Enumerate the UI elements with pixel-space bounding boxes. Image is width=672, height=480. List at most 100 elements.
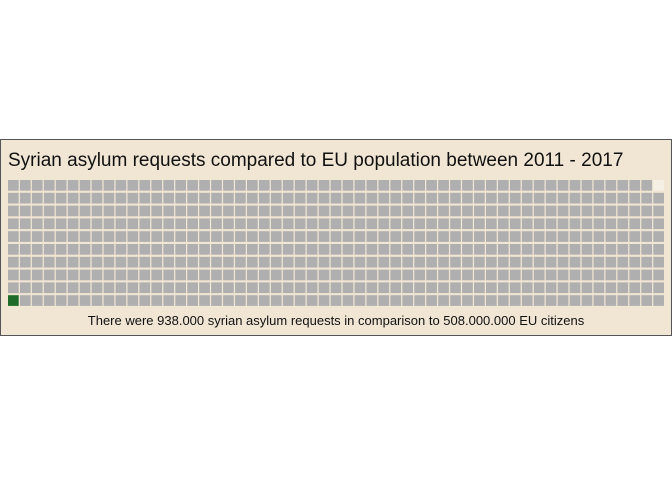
- eu-citizen-square: [211, 256, 222, 268]
- eu-citizen-square: [43, 180, 55, 191]
- eu-citizen-square: [31, 231, 43, 242]
- eu-citizen-square: [497, 295, 509, 306]
- eu-citizen-square: [67, 192, 79, 204]
- eu-citizen-square: [521, 295, 533, 306]
- eu-citizen-square: [187, 180, 198, 191]
- eu-citizen-square: [557, 282, 569, 294]
- eu-citizen-square: [127, 231, 139, 242]
- eu-citizen-square: [617, 180, 629, 191]
- eu-citizen-square: [569, 192, 581, 204]
- eu-citizen-square: [402, 192, 414, 204]
- eu-citizen-square: [629, 295, 641, 306]
- eu-citizen-square: [187, 282, 198, 294]
- eu-citizen-square: [306, 269, 318, 281]
- eu-citizen-square: [199, 205, 210, 217]
- eu-citizen-square: [378, 282, 390, 294]
- eu-citizen-square: [342, 244, 354, 255]
- eu-citizen-square: [43, 205, 55, 217]
- eu-citizen-square: [270, 180, 282, 191]
- eu-citizen-square: [151, 282, 163, 294]
- eu-citizen-square: [426, 244, 437, 255]
- eu-citizen-square: [103, 269, 115, 281]
- eu-citizen-square: [402, 244, 414, 255]
- eu-citizen-square: [19, 205, 31, 217]
- eu-citizen-square: [545, 295, 557, 306]
- eu-citizen-square: [486, 180, 497, 191]
- eu-citizen-square: [223, 205, 234, 217]
- eu-citizen-square: [294, 256, 306, 268]
- eu-citizen-square: [378, 295, 390, 306]
- eu-citizen-square: [55, 231, 67, 242]
- eu-citizen-square: [617, 269, 629, 281]
- eu-citizen-square: [91, 269, 103, 281]
- eu-citizen-square: [390, 244, 402, 255]
- eu-citizen-square: [175, 218, 186, 230]
- eu-citizen-square: [115, 256, 127, 268]
- eu-citizen-square: [557, 295, 569, 306]
- eu-citizen-square: [211, 205, 222, 217]
- eu-citizen-square: [163, 282, 175, 294]
- eu-citizen-square: [55, 218, 67, 230]
- eu-citizen-square: [294, 244, 306, 255]
- eu-citizen-square: [79, 244, 91, 255]
- eu-citizen-square: [426, 269, 437, 281]
- eu-citizen-square: [605, 244, 617, 255]
- eu-citizen-square: [67, 282, 79, 294]
- eu-citizen-square: [593, 256, 605, 268]
- eu-citizen-square: [258, 192, 270, 204]
- eu-citizen-square: [474, 231, 485, 242]
- eu-citizen-square: [235, 256, 246, 268]
- eu-citizen-square: [414, 180, 425, 191]
- eu-citizen-square: [450, 295, 461, 306]
- eu-citizen-square: [115, 244, 127, 255]
- eu-citizen-square: [127, 269, 139, 281]
- eu-citizen-square: [247, 295, 258, 306]
- eu-citizen-square: [450, 205, 461, 217]
- eu-citizen-square: [497, 269, 509, 281]
- eu-citizen-square: [31, 282, 43, 294]
- chart-caption: There were 938.000 syrian asylum request…: [87, 313, 585, 328]
- eu-citizen-square: [103, 218, 115, 230]
- eu-citizen-square: [163, 180, 175, 191]
- eu-citizen-square: [486, 269, 497, 281]
- eu-citizen-square: [258, 205, 270, 217]
- eu-citizen-square: [569, 295, 581, 306]
- eu-citizen-square: [605, 218, 617, 230]
- eu-citizen-square: [282, 192, 294, 204]
- eu-citizen-square: [450, 269, 461, 281]
- eu-citizen-square: [557, 231, 569, 242]
- eu-citizen-square: [55, 192, 67, 204]
- eu-citizen-square: [270, 205, 282, 217]
- eu-citizen-square: [438, 295, 449, 306]
- eu-citizen-square: [31, 256, 43, 268]
- eu-citizen-square: [390, 218, 402, 230]
- eu-citizen-square: [67, 218, 79, 230]
- eu-citizen-square: [617, 256, 629, 268]
- eu-citizen-square: [605, 282, 617, 294]
- eu-citizen-square: [390, 205, 402, 217]
- eu-citizen-square: [402, 295, 414, 306]
- eu-citizen-square: [521, 231, 533, 242]
- eu-citizen-square: [330, 180, 342, 191]
- eu-citizen-square: [270, 244, 282, 255]
- eu-citizen-square: [390, 180, 402, 191]
- eu-citizen-square: [282, 244, 294, 255]
- eu-citizen-square: [270, 218, 282, 230]
- eu-citizen-square: [653, 192, 664, 204]
- eu-citizen-square: [55, 282, 67, 294]
- eu-citizen-square: [581, 192, 593, 204]
- eu-citizen-square: [486, 192, 497, 204]
- eu-citizen-square: [581, 231, 593, 242]
- eu-citizen-square: [247, 192, 258, 204]
- eu-citizen-square: [533, 218, 545, 230]
- eu-citizen-square: [247, 231, 258, 242]
- eu-citizen-square: [19, 180, 31, 191]
- eu-citizen-square: [557, 205, 569, 217]
- eu-citizen-square: [426, 180, 437, 191]
- eu-citizen-square: [31, 269, 43, 281]
- eu-citizen-square: [486, 218, 497, 230]
- eu-citizen-square: [306, 244, 318, 255]
- eu-citizen-square: [139, 205, 151, 217]
- eu-citizen-square: [593, 180, 605, 191]
- eu-citizen-square: [390, 282, 402, 294]
